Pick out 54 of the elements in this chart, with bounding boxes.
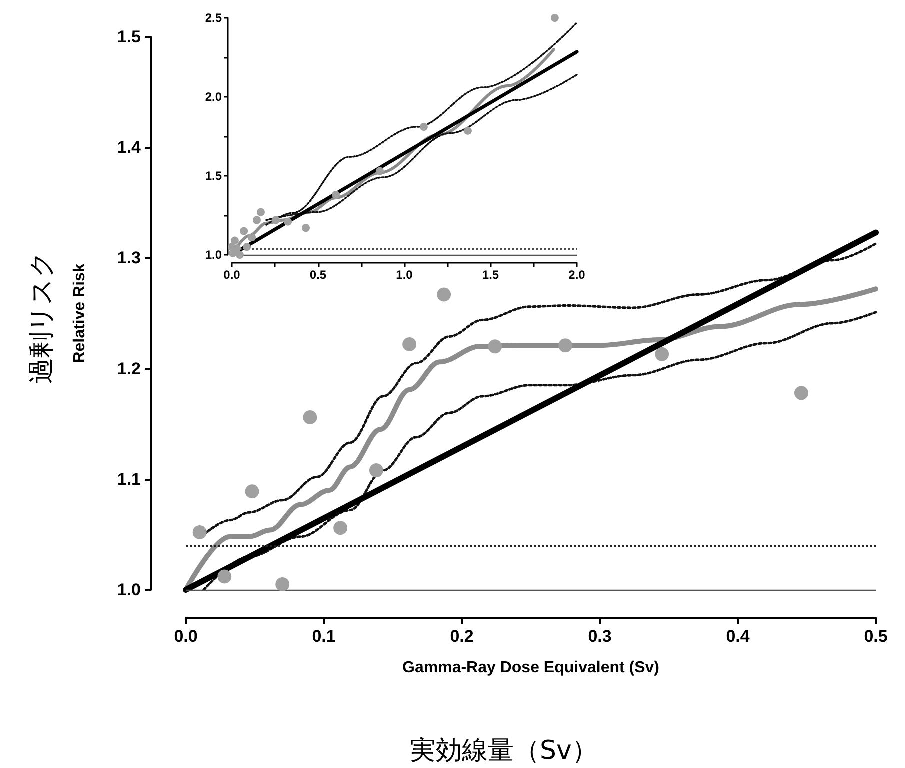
point xyxy=(192,525,207,540)
text: 過剰リスク xyxy=(26,251,58,384)
point xyxy=(284,218,292,226)
point xyxy=(253,216,262,224)
y-tick-label: 1.3 xyxy=(117,248,141,268)
text: 実効線量（Sv） xyxy=(410,735,598,768)
y-tick-label: 1.2 xyxy=(117,359,141,378)
point xyxy=(332,190,340,199)
point xyxy=(243,243,252,252)
x-tick-label: 2.0 xyxy=(568,268,586,282)
point xyxy=(655,347,670,362)
point xyxy=(236,251,244,259)
point xyxy=(550,14,559,22)
point xyxy=(240,227,248,236)
x-tick-label: 1.5 xyxy=(482,268,500,282)
point xyxy=(302,224,310,232)
point xyxy=(303,410,318,424)
point xyxy=(369,464,384,478)
x-tick-label: 0.1 xyxy=(312,627,336,646)
x-tick-label: 0.3 xyxy=(588,627,612,646)
point xyxy=(272,216,280,224)
x-tick-label: 0.0 xyxy=(224,268,241,282)
point xyxy=(558,338,572,353)
x-tick-label: 0.0 xyxy=(174,627,198,646)
line-series xyxy=(266,22,578,226)
y-axis-title: Relative Risk xyxy=(72,264,88,364)
point xyxy=(218,570,232,584)
y-tick-label: 1.4 xyxy=(117,138,142,158)
point xyxy=(256,208,265,216)
point xyxy=(248,234,256,242)
y-tick-label: 2.0 xyxy=(205,90,222,104)
point xyxy=(245,484,260,499)
point xyxy=(420,123,428,132)
y-tick-label: 2.5 xyxy=(205,11,222,25)
x-tick-label: 0.4 xyxy=(726,627,750,646)
point xyxy=(376,167,384,176)
x-axis-title: Gamma-Ray Dose Equivalent (Sv) xyxy=(402,660,660,676)
point xyxy=(402,337,417,352)
y-tick-label: 1.0 xyxy=(117,580,141,600)
y-tick-label: 1.5 xyxy=(205,169,222,183)
y-tick-label: 1.0 xyxy=(205,248,222,262)
point xyxy=(230,236,239,245)
point xyxy=(488,340,502,354)
x-tick-label: 0.5 xyxy=(310,268,327,282)
y-tick-label: 1.5 xyxy=(117,28,141,46)
point xyxy=(334,521,348,536)
x-tick-label: 1.0 xyxy=(396,268,414,282)
point xyxy=(464,126,472,135)
point xyxy=(794,386,808,400)
point xyxy=(276,577,290,592)
y-tick-label: 1.1 xyxy=(117,470,141,489)
point xyxy=(437,288,452,302)
x-tick-label: 0.2 xyxy=(450,627,474,646)
x-tick-label: 0.5 xyxy=(864,627,888,646)
